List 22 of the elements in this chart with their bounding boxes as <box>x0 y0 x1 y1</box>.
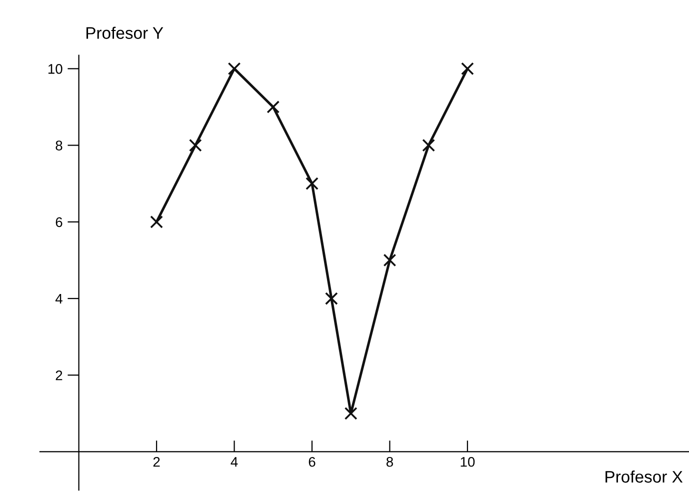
x-tick-label: 4 <box>230 457 238 467</box>
y-tick-label: 2 <box>56 370 62 380</box>
x-tick-label: 6 <box>308 456 316 467</box>
point <box>344 406 358 420</box>
x-tick-label: 10 <box>460 456 475 467</box>
y-tick-label: 6 <box>56 217 62 228</box>
point <box>383 254 396 267</box>
y-tick-label: 4 <box>55 294 62 304</box>
point <box>188 138 202 152</box>
point <box>422 138 436 152</box>
point <box>306 177 318 190</box>
point <box>150 215 164 228</box>
point <box>461 62 474 76</box>
point <box>228 62 241 76</box>
y-axis-title: Profesor Y <box>86 26 164 39</box>
y-tick-label: 10 <box>48 64 62 74</box>
x-tick-label: 8 <box>386 456 393 467</box>
x-axis-title: Profesor X <box>606 470 683 483</box>
y-tick-label: 8 <box>56 140 62 150</box>
point <box>266 100 280 114</box>
point <box>324 292 338 305</box>
x-tick-label: 2 <box>153 456 160 467</box>
